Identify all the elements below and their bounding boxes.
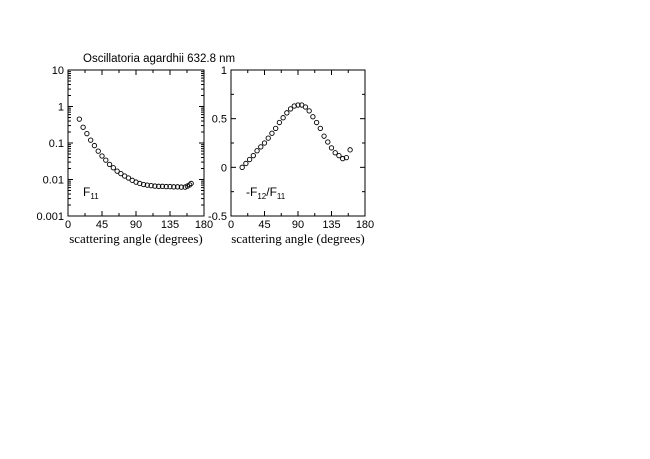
data-point	[118, 170, 124, 177]
data-point	[243, 160, 249, 167]
data-point	[91, 142, 98, 149]
data-point	[291, 103, 297, 109]
y-tick-label: 1	[58, 102, 64, 114]
data-point	[328, 145, 335, 151]
data-point	[306, 108, 312, 114]
y-tick-label: -0.5	[208, 211, 227, 223]
x-tick-label: 135	[322, 219, 340, 231]
x-tick-label: 0	[228, 219, 234, 231]
data-point	[313, 119, 320, 126]
data-point	[340, 155, 346, 162]
data-point	[186, 182, 193, 188]
data-point	[336, 153, 342, 159]
data-point	[347, 147, 353, 153]
x-axis-title-f11: scattering angle (degrees)	[69, 231, 203, 246]
data-point	[99, 153, 105, 159]
data-point	[110, 165, 116, 171]
x-tick-label: 90	[292, 219, 304, 231]
data-point	[321, 133, 327, 139]
data-point	[265, 135, 271, 141]
markers-f12	[239, 102, 353, 170]
data-point	[114, 168, 120, 174]
data-point	[152, 183, 158, 189]
y-ticks-f11: 0.001 0.01 0.1 1 10	[36, 65, 204, 223]
data-point	[284, 110, 290, 116]
y-tick-label: 0.5	[212, 114, 227, 126]
x-axis-title-f12: scattering angle (degrees)	[231, 231, 365, 246]
data-point	[246, 156, 253, 163]
x-tick-label: 135	[161, 219, 179, 231]
y-ticks-f12: -0.5 0 0.5 1	[208, 65, 365, 223]
data-point	[163, 183, 169, 190]
x-tick-label: 45	[258, 219, 270, 231]
data-point	[88, 137, 94, 143]
y-tick-label: 10	[52, 65, 64, 77]
data-point	[261, 140, 268, 146]
data-point	[171, 184, 177, 190]
panel-label-f12: -F12/F11	[246, 185, 286, 201]
data-point	[302, 104, 309, 110]
data-point	[310, 114, 316, 120]
data-point	[84, 131, 90, 137]
data-point	[80, 124, 86, 130]
data-point	[343, 154, 350, 161]
y-tick-label: 1	[221, 65, 227, 77]
panel-f11: 0 45 90 135 180 0.001 0.01 0.1 1 10 F11 scatteri…	[36, 65, 213, 246]
data-point	[287, 106, 294, 112]
data-point	[250, 153, 256, 159]
data-point	[148, 182, 154, 189]
y-tick-label: 0	[221, 162, 227, 174]
data-point	[332, 150, 338, 156]
data-point	[106, 161, 113, 168]
data-point	[295, 102, 301, 108]
data-point	[140, 181, 147, 188]
panel-label-f11: F11	[83, 185, 99, 201]
data-point	[167, 183, 173, 190]
data-point	[325, 139, 331, 145]
data-point	[276, 119, 283, 126]
data-point	[95, 148, 101, 154]
x-tick-label: 90	[130, 219, 142, 231]
data-point	[188, 180, 194, 187]
data-point	[269, 130, 275, 136]
data-point	[273, 125, 279, 132]
data-point	[125, 175, 132, 181]
markers-f11	[76, 116, 194, 190]
y-tick-label: 0.01	[43, 175, 64, 187]
y-tick-label: 0.001	[36, 211, 64, 223]
data-point	[317, 125, 323, 132]
data-point	[144, 182, 150, 188]
figure-title: Oscillatoria agardhii 632.8 nm	[83, 53, 235, 65]
data-point	[258, 144, 264, 150]
data-point	[174, 184, 181, 190]
panel-f12-over-f11: 0 45 90 135 180 -0.500.51 -F12/F11 scatterin…	[208, 65, 374, 246]
data-point	[156, 183, 162, 189]
data-point	[239, 164, 245, 170]
x-ticks-f11: 0 45 90 135 180	[65, 70, 213, 231]
data-point	[254, 148, 260, 154]
x-ticks-f12: 0 45 90 135 180	[228, 70, 374, 231]
x-tick-label: 0	[65, 219, 71, 231]
data-point	[178, 184, 184, 190]
y-tick-label: 0.1	[49, 138, 64, 150]
data-point	[76, 116, 82, 122]
data-point	[103, 157, 109, 163]
data-point	[280, 115, 286, 121]
x-tick-label: 45	[96, 219, 108, 231]
x-tick-label: 180	[356, 219, 374, 231]
x-tick-label: 180	[195, 219, 213, 231]
data-point	[159, 183, 166, 189]
